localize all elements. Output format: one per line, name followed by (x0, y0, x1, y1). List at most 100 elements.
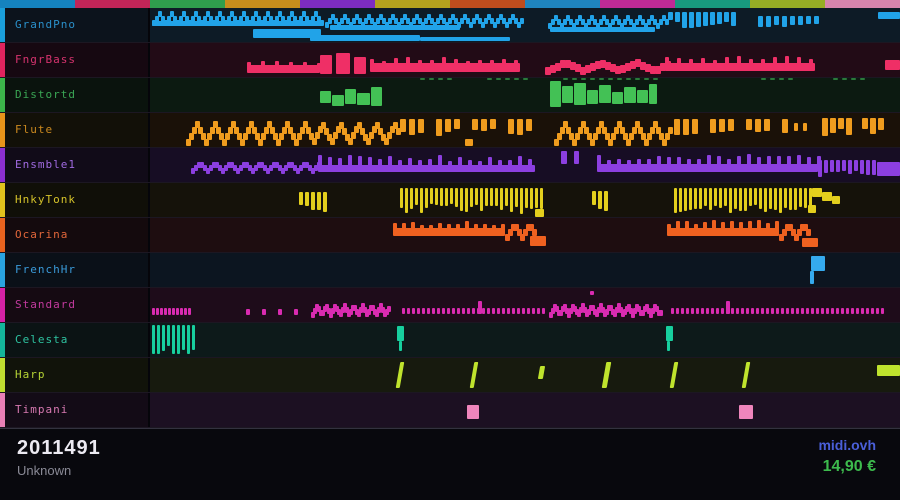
midi-note (671, 308, 674, 314)
midi-note (206, 11, 210, 17)
midi-note (278, 309, 282, 315)
track-label[interactable]: Ensmble1 (15, 158, 76, 171)
midi-note (475, 188, 478, 205)
track-row-grandpno[interactable]: GrandPno (0, 8, 900, 43)
midi-note (608, 23, 612, 29)
midi-note (357, 121, 362, 129)
midi-note (346, 18, 350, 24)
midi-note (682, 12, 687, 29)
midi-note (447, 224, 451, 230)
midi-note (710, 119, 716, 133)
track-notes-lane (150, 253, 900, 287)
midi-note (418, 59, 422, 65)
midi-note (701, 58, 705, 65)
track-label[interactable]: Distortd (15, 88, 76, 101)
price-label[interactable]: 14,90 € (822, 458, 876, 475)
midi-note (758, 16, 763, 28)
midi-note (669, 362, 679, 388)
track-label[interactable]: FngrBass (15, 53, 76, 66)
midi-note (794, 123, 798, 131)
midi-note (279, 132, 284, 140)
midi-note (234, 127, 239, 135)
midi-note (278, 11, 282, 17)
midi-note (360, 127, 365, 135)
overview-segment-8 (600, 0, 675, 8)
midi-note (152, 325, 155, 354)
midi-note (371, 304, 375, 311)
midi-note (560, 126, 565, 134)
midi-note (596, 126, 601, 134)
midi-note (759, 188, 762, 209)
track-row-timpani[interactable]: Timpani (0, 393, 900, 428)
midi-note (611, 19, 615, 25)
track-color-strip (0, 78, 5, 112)
midi-note (614, 15, 618, 21)
midi-note (641, 19, 645, 25)
track-row-standard[interactable]: Standard (0, 288, 900, 323)
track-color-strip (0, 43, 5, 77)
midi-note (185, 15, 189, 22)
midi-note (281, 168, 285, 174)
midi-note (675, 12, 680, 23)
midi-note (520, 188, 523, 214)
track-row-harp[interactable]: Harp (0, 358, 900, 393)
midi-note (872, 160, 876, 176)
midi-note (560, 60, 566, 69)
midi-note (518, 156, 522, 167)
track-row-celesta[interactable]: Celesta (0, 323, 900, 358)
midi-note (808, 205, 816, 213)
track-row-distortd[interactable]: Distortd (0, 78, 900, 113)
midi-note (290, 161, 294, 168)
midi-note (665, 19, 669, 25)
midi-note (777, 155, 781, 166)
midi-note (701, 308, 704, 314)
track-row-hnkytonk[interactable]: HnkyTonk (0, 183, 900, 218)
midi-note (262, 309, 266, 315)
track-label[interactable]: Standard (15, 298, 76, 311)
midi-note (321, 310, 325, 317)
midi-note (590, 15, 594, 21)
midi-note (381, 133, 386, 141)
track-label[interactable]: Ocarina (15, 228, 69, 241)
midi-note (659, 133, 664, 141)
midi-note (812, 188, 822, 197)
midi-note (393, 222, 397, 230)
midi-note (482, 308, 485, 314)
track-label[interactable]: Harp (15, 368, 46, 381)
midi-note (514, 224, 519, 232)
midi-note (480, 188, 483, 212)
track-row-ensmble1[interactable]: Ensmble1 (0, 148, 900, 183)
track-label[interactable]: Celesta (15, 333, 69, 346)
brand-link[interactable]: midi.ovh (818, 437, 876, 453)
midi-note (593, 19, 597, 25)
midi-note (640, 61, 646, 70)
track-row-ocarina[interactable]: Ocarina (0, 218, 900, 253)
midi-note (608, 78, 613, 80)
overview-segment-5 (375, 0, 450, 8)
midi-note (439, 14, 443, 20)
midi-note (490, 18, 494, 24)
track-row-flute[interactable]: Flute (0, 113, 900, 148)
midi-note (334, 18, 338, 24)
track-label[interactable]: FrenchHr (15, 263, 76, 276)
track-label[interactable]: HnkyTonk (15, 193, 76, 206)
midi-note (216, 127, 221, 135)
track-color-strip (0, 183, 5, 217)
midi-note (300, 126, 305, 134)
midi-note (830, 118, 836, 134)
track-label[interactable]: Flute (15, 123, 54, 136)
midi-note (581, 78, 586, 80)
midi-note (526, 224, 531, 232)
track-overview-strip (0, 0, 900, 8)
midi-note (769, 188, 772, 209)
midi-note (689, 188, 692, 211)
track-row-frenchhr[interactable]: FrenchHr (0, 253, 900, 288)
footer-right: midi.ovh 14,90 € (818, 437, 876, 476)
midi-note (224, 164, 228, 171)
midi-note (526, 119, 532, 132)
track-row-fngrbass[interactable]: FngrBass (0, 43, 900, 78)
track-label[interactable]: Timpani (15, 403, 69, 416)
track-label[interactable]: GrandPno (15, 18, 76, 31)
midi-note (407, 308, 410, 314)
midi-note (357, 310, 361, 317)
